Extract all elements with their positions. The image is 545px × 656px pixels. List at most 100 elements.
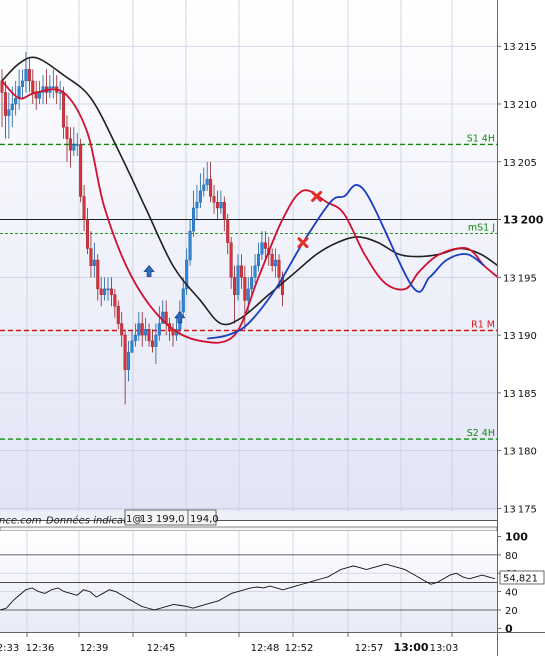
pivot-label-2: R1 M: [471, 319, 495, 330]
source-label: nce.com: [0, 516, 42, 527]
price-tooltip: 1@ 13 199,0 194,0: [124, 509, 219, 526]
osc-tick-label-1: 20: [505, 606, 518, 617]
candle-body-58: [198, 190, 202, 203]
candle-body-69: [236, 265, 240, 295]
pivot-lines: S1 4H mS1 J R1 M S2 4H: [0, 133, 497, 440]
time-tick-label-7: 13:00: [393, 641, 428, 654]
candle-body-25: [85, 219, 89, 249]
osc-last-value-box: [499, 570, 545, 585]
osc-tick-label-2: 40: [505, 588, 518, 599]
candle-body-54: [185, 259, 189, 290]
ma-blue-line: [207, 184, 485, 340]
candle-body-57: [195, 202, 199, 209]
candle-body-73: [250, 277, 254, 290]
price-tick-label-8: 13 215: [503, 42, 537, 53]
candle-body-15: [51, 86, 55, 88]
time-tick-label-6: 12:57: [355, 643, 384, 654]
candle-body-31: [106, 288, 110, 291]
candle-body-45: [154, 334, 158, 347]
candle-body-77: [263, 242, 267, 249]
candle-body-21: [72, 144, 76, 151]
candle-body-20: [68, 138, 72, 151]
time-tick-label-2: 12:39: [80, 643, 109, 654]
oscillator-axis: 02040608010054,821: [497, 531, 545, 635]
candle-body-11: [38, 92, 42, 99]
candle-body-67: [229, 242, 233, 278]
price-tick-label-2: 13 185: [503, 389, 537, 400]
candle-body-27: [92, 259, 96, 266]
oscillator-panel[interactable]: [0, 531, 497, 632]
candle-body-17: [58, 92, 62, 94]
price-tick-label-1: 13 180: [503, 447, 537, 458]
candle-body-4: [14, 98, 18, 105]
moving-averages: [1, 56, 499, 344]
candle-body-38: [130, 340, 134, 353]
candle-body-43: [147, 329, 151, 342]
candle-body-59: [202, 184, 206, 191]
candle-body-68: [233, 277, 237, 295]
candle-body-24: [82, 196, 86, 220]
time-tick-label-8: 13:03: [430, 643, 459, 654]
candle-body-23: [79, 144, 83, 197]
osc-tick-label-4: 80: [505, 551, 518, 562]
osc-tick-label-5: 100: [505, 531, 528, 544]
candle-body-12: [41, 86, 45, 93]
price-panel[interactable]: [0, 0, 497, 520]
candle-body-36: [123, 334, 127, 370]
candle-body-33: [113, 294, 117, 307]
candle-body-80: [274, 259, 278, 266]
candle-body-8: [27, 69, 31, 82]
candle-body-7: [24, 69, 28, 82]
candle-body-19: [65, 126, 69, 139]
panel-splitter[interactable]: [0, 526, 498, 532]
candle-body-2: [7, 109, 11, 116]
candle-body-72: [246, 288, 250, 301]
pivot-label-3: S2 4H: [467, 428, 495, 439]
candle-body-79: [270, 254, 274, 266]
tooltip-suffix: 194,0: [190, 514, 219, 525]
candle-body-40: [137, 323, 141, 336]
candle-body-55: [188, 230, 192, 261]
time-axis: 2:33 12:36 12:39 12:45 12:48 12:52 12:57 13:001…: [0, 632, 458, 654]
time-tick-label-4: 12:48: [251, 643, 280, 654]
candle-body-61: [209, 178, 213, 197]
ma-fast-line: [1, 80, 499, 344]
candle-body-39: [133, 334, 137, 342]
candle-body-63: [215, 202, 219, 209]
time-tick-label-1: 12:36: [26, 643, 55, 654]
status-bar: [0, 511, 497, 520]
candle-body-62: [212, 196, 216, 203]
candle-body-9: [31, 80, 35, 93]
trade-signals: [143, 190, 323, 324]
candle-body-28: [96, 259, 100, 290]
price-tick-label-3: 13 190: [503, 331, 537, 342]
candle-body-34: [116, 306, 120, 324]
candle-body-41: [140, 323, 144, 336]
candle-body-3: [10, 103, 14, 110]
candle-body-64: [219, 202, 223, 209]
buy-arrow-icon-0: [143, 265, 155, 277]
candle-body-71: [243, 277, 247, 301]
candle-body-65: [222, 202, 226, 220]
sell-cross-icon-0: [311, 190, 323, 202]
price-tick-label-6: 13 205: [503, 158, 537, 169]
price-axis: 13 175 13 180 13 185 13 190 13 195 13 200 13 2…: [497, 42, 544, 515]
price-tick-label-5: 13 200: [503, 214, 544, 227]
candle-body-18: [62, 92, 66, 128]
buy-arrow-icon-1: [174, 311, 186, 324]
candle-body-75: [257, 254, 261, 266]
candle-body-76: [260, 242, 264, 255]
oscillator-path: [0, 563, 496, 611]
candle-body-81: [277, 259, 281, 278]
candle-body-37: [127, 352, 131, 370]
osc-last-value: 54,821: [503, 573, 538, 584]
candle-body-74: [253, 265, 257, 278]
price-tick-label-7: 13 210: [503, 100, 537, 111]
candle-body-22: [75, 144, 79, 146]
candle-body-35: [120, 323, 124, 336]
candle-body-5: [17, 86, 21, 99]
candle-body-30: [103, 288, 107, 295]
candle-body-44: [150, 340, 154, 347]
ma-slow-line: [1, 56, 499, 326]
